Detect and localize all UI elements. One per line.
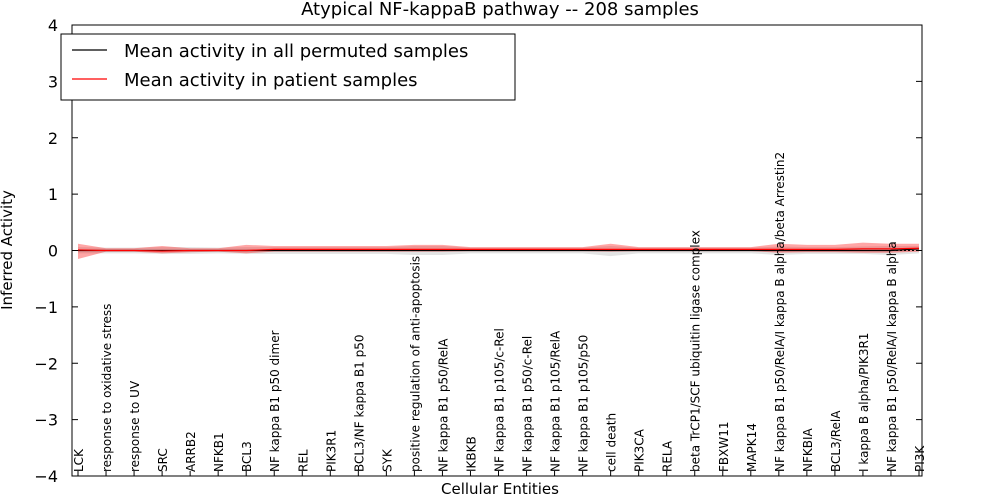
y-axis: −4 −3 −2 −1 0 1 2 3 4 xyxy=(34,16,922,486)
x-axis: LCK response to oxidative stress response … xyxy=(72,152,927,476)
x-tick-label: response to UV xyxy=(128,380,142,472)
x-tick-label: IKBKB xyxy=(464,436,478,472)
x-tick-label: LCK xyxy=(72,448,86,472)
y-tick-label: −3 xyxy=(34,411,58,430)
x-tick-label: FBXW11 xyxy=(717,422,731,473)
x-tick-label: beta TrCP1/SCF ubiquitin ligase complex xyxy=(689,230,703,472)
legend-box xyxy=(60,33,516,101)
x-tick-label: NF kappa B1 p50/c-Rel xyxy=(521,336,535,472)
x-tick-label: NF kappa B1 p105/RelA xyxy=(549,330,563,472)
x-tick-label: NF kappa B1 p50 dimer xyxy=(268,330,282,472)
y-tick-label: −2 xyxy=(34,354,58,373)
y-tick-label: −4 xyxy=(34,467,58,486)
legend-label-permuted: Mean activity in all permuted samples xyxy=(124,41,468,62)
x-tick-label: NF kappa B1 p105/p50 xyxy=(577,335,591,472)
x-tick-label: ARRB2 xyxy=(184,431,198,472)
x-tick-label: RELA xyxy=(661,440,675,472)
x-tick-label: PI3K xyxy=(913,445,927,472)
x-tick-label: NF kappa B1 p50/RelA/I kappa B alpha xyxy=(885,241,899,472)
x-tick-label: response to oxidative stress xyxy=(100,304,114,472)
x-tick-label: BCL3 xyxy=(240,441,254,472)
y-tick-label: −1 xyxy=(34,298,58,317)
chart-title: Atypical NF-kappaB pathway -- 208 sample… xyxy=(301,0,699,20)
plot-area xyxy=(72,242,922,259)
x-tick-label: PIK3R1 xyxy=(324,430,338,472)
y-axis-label: Inferred Activity xyxy=(0,190,16,310)
x-axis-label: Cellular Entities xyxy=(441,480,559,498)
x-tick-label: NFKBIA xyxy=(801,427,815,472)
x-tick-label: PIK3CA xyxy=(633,428,647,472)
x-tick-label: REL xyxy=(296,449,310,472)
x-tick-label: BCL3/RelA xyxy=(829,410,843,472)
x-tick-label: NFKB1 xyxy=(212,432,226,472)
legend-label-patient: Mean activity in patient samples xyxy=(124,70,418,91)
x-tick-label: SRC xyxy=(156,448,170,472)
y-tick-label: 0 xyxy=(48,242,58,261)
y-tick-label: 1 xyxy=(48,185,58,204)
x-tick-label: NF kappa B1 p105/c-Rel xyxy=(493,328,507,472)
y-tick-label: 3 xyxy=(48,72,58,91)
legend: Mean activity in all permuted samples Me… xyxy=(60,33,516,101)
x-tick-label: positive regulation of anti-apoptosis xyxy=(408,256,422,472)
series-line-1 xyxy=(77,247,920,252)
x-tick-label: I kappa B alpha/PIK3R1 xyxy=(857,333,871,472)
x-tick-label: BCL3/NF kappa B1 p50 xyxy=(352,334,366,472)
x-tick-label: cell death xyxy=(605,413,619,472)
y-tick-label: 2 xyxy=(48,129,58,148)
x-tick-label: SYK xyxy=(380,448,394,472)
x-tick-label: NF kappa B1 p50/RelA xyxy=(436,338,450,472)
x-tick-label: MAPK14 xyxy=(745,423,759,472)
x-tick-label: NF kappa B1 p50/RelA/I kappa B alpha/bet… xyxy=(773,152,787,472)
y-tick-label: 4 xyxy=(48,16,58,35)
